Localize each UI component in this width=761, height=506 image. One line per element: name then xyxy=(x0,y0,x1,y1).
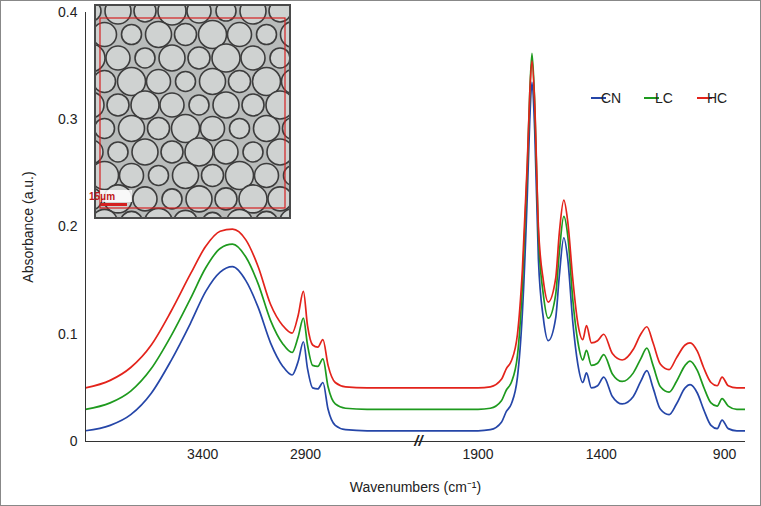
svg-text:LC: LC xyxy=(655,90,673,106)
svg-text:0.3: 0.3 xyxy=(58,111,78,127)
svg-text:0.2: 0.2 xyxy=(58,218,78,234)
svg-text://: // xyxy=(413,432,424,449)
svg-text:3400: 3400 xyxy=(187,446,218,462)
svg-text:1400: 1400 xyxy=(586,446,617,462)
svg-text:15μm: 15μm xyxy=(89,191,115,202)
svg-text:HC: HC xyxy=(707,90,727,106)
svg-text:CN: CN xyxy=(601,90,621,106)
svg-text:Wavenumbers (cm⁻¹): Wavenumbers (cm⁻¹) xyxy=(350,479,481,495)
svg-text:0.1: 0.1 xyxy=(58,326,78,342)
svg-text:900: 900 xyxy=(713,446,737,462)
svg-text:Absorbance (a.u.): Absorbance (a.u.) xyxy=(20,171,36,282)
svg-text:0.4: 0.4 xyxy=(58,4,78,20)
svg-text:0: 0 xyxy=(70,433,78,449)
svg-text:2900: 2900 xyxy=(290,446,321,462)
svg-text:1900: 1900 xyxy=(462,446,493,462)
